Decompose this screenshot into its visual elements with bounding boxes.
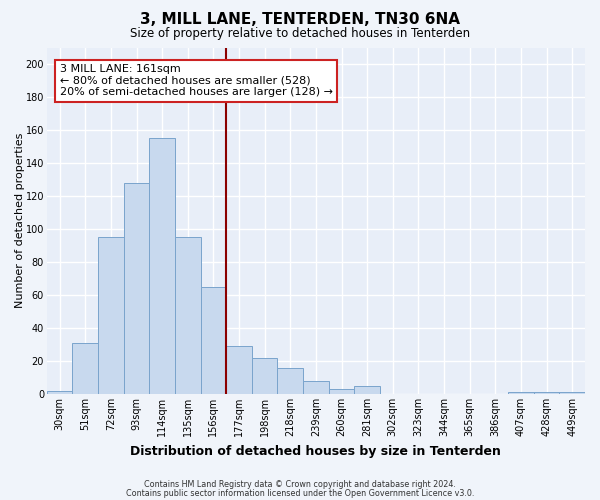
Text: 3 MILL LANE: 161sqm
← 80% of detached houses are smaller (528)
20% of semi-detac: 3 MILL LANE: 161sqm ← 80% of detached ho… [59,64,332,97]
Bar [508,392,534,394]
Bar [277,368,303,394]
Text: Contains HM Land Registry data © Crown copyright and database right 2024.: Contains HM Land Registry data © Crown c… [144,480,456,489]
Bar [252,358,277,394]
Text: Contains public sector information licensed under the Open Government Licence v3: Contains public sector information licen… [126,488,474,498]
Bar [534,392,559,394]
Bar [200,287,226,394]
Bar [559,392,585,394]
Bar [303,381,329,394]
Bar [73,343,98,394]
Bar [149,138,175,394]
Bar [98,238,124,394]
Bar [47,390,73,394]
Bar [226,346,252,394]
Y-axis label: Number of detached properties: Number of detached properties [15,133,25,308]
Text: Size of property relative to detached houses in Tenterden: Size of property relative to detached ho… [130,28,470,40]
Bar [175,238,200,394]
Text: 3, MILL LANE, TENTERDEN, TN30 6NA: 3, MILL LANE, TENTERDEN, TN30 6NA [140,12,460,28]
Bar [124,183,149,394]
X-axis label: Distribution of detached houses by size in Tenterden: Distribution of detached houses by size … [130,444,502,458]
Bar [329,389,355,394]
Bar [355,386,380,394]
